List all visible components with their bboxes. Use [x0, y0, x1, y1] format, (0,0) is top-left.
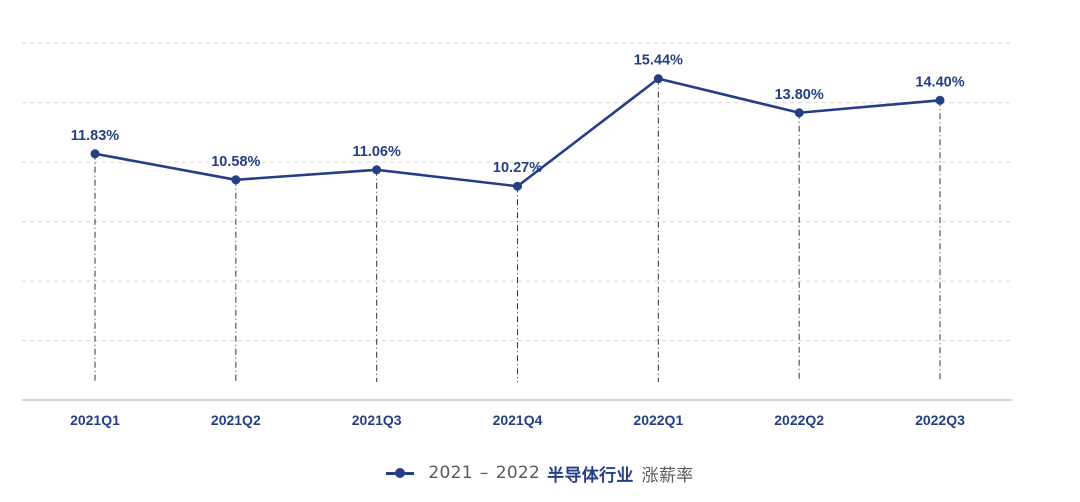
data-label-2021Q1: 11.83%: [71, 128, 119, 144]
data-labels: 11.83% 10.58% 11.06% 10.27% 15.44% 13.80% 14.4…: [71, 53, 965, 177]
data-label-2022Q2: 13.80%: [775, 87, 824, 103]
legend-dash: –: [480, 463, 489, 483]
data-point-2021Q1: [91, 149, 100, 158]
legend-industry: 半导体行业: [547, 461, 634, 486]
data-point-2022Q1: [654, 74, 663, 83]
data-label-2022Q1: 15.44%: [634, 53, 683, 69]
data-label-2021Q4: 10.27%: [493, 160, 542, 176]
data-point-2021Q2: [231, 175, 240, 184]
data-point-2022Q3: [936, 96, 945, 105]
drop-lines: [95, 79, 940, 382]
data-label-2021Q2: 10.58%: [211, 154, 260, 170]
x-tick-label-2022Q2: 2022Q2: [774, 412, 824, 428]
line-chart: 11.83% 10.58% 11.06% 10.27% 15.44% 13.80% 14.4…: [0, 0, 1080, 450]
legend-metric: 涨薪率: [642, 461, 694, 486]
legend-line-marker-icon: [386, 467, 414, 479]
x-axis-ticks: 2021Q1 2021Q2 2021Q3 2021Q4 2022Q1 2022Q2 2022…: [70, 412, 965, 428]
x-tick-label-2021Q2: 2021Q2: [211, 412, 261, 428]
legend-year-end: 2022: [496, 463, 540, 483]
data-label-2021Q3: 11.06%: [352, 144, 400, 160]
data-label-2022Q3: 14.40%: [915, 74, 964, 90]
data-point-2022Q2: [795, 108, 804, 117]
data-point-2021Q3: [372, 165, 381, 174]
x-tick-label-2021Q3: 2021Q3: [352, 412, 402, 428]
chart-legend: 2021 – 2022 半导体行业 涨薪率: [0, 458, 1080, 488]
x-tick-label-2021Q4: 2021Q4: [493, 412, 543, 428]
x-tick-label-2022Q1: 2022Q1: [633, 412, 683, 428]
x-tick-label-2021Q1: 2021Q1: [70, 412, 120, 428]
x-tick-label-2022Q3: 2022Q3: [915, 412, 965, 428]
data-point-2021Q4: [513, 182, 522, 191]
legend-year-start: 2021: [428, 463, 472, 483]
